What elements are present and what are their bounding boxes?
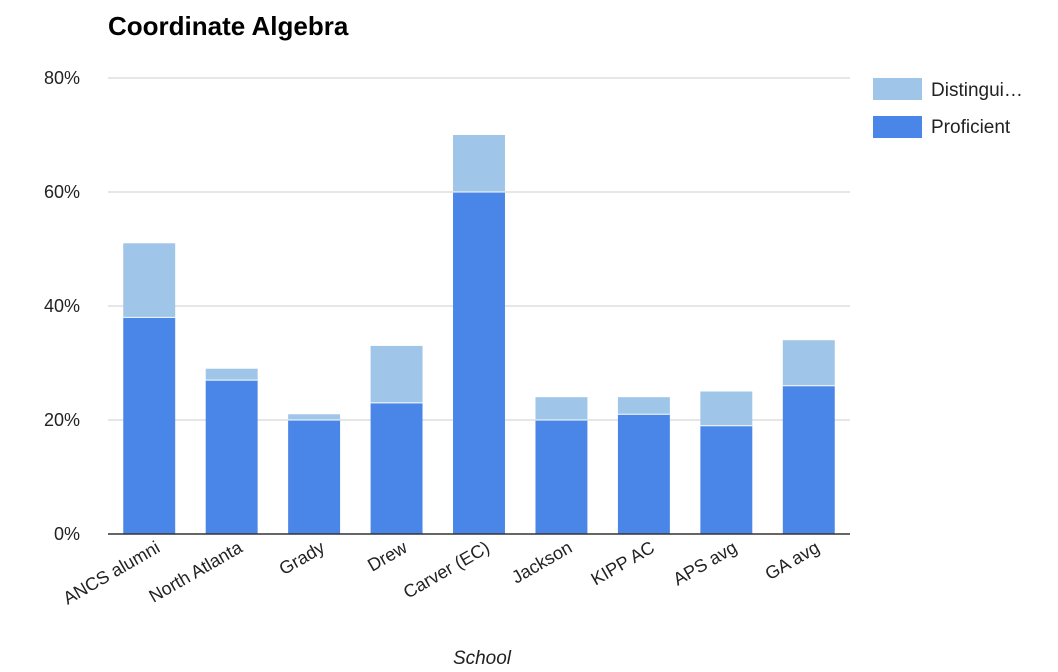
y-tick-label: 20%: [44, 410, 80, 430]
bar-proficient-grady: [288, 420, 341, 534]
x-tick-label: Jackson: [508, 537, 575, 587]
x-tick-label: ANCS alumni: [60, 537, 164, 608]
legend-label-distinguished: Distingui…: [931, 80, 1023, 101]
bar-proficient-carver-ec: [453, 192, 505, 534]
x-tick-label: Grady: [276, 537, 328, 579]
bar-distingui-aps-avg: [700, 391, 753, 426]
bar-proficient-north-atlanta: [205, 380, 258, 534]
bar-distingui-jackson: [535, 397, 588, 420]
bar-distingui-drew: [370, 345, 423, 403]
y-tick-label: 0%: [54, 524, 80, 544]
legend-swatch-proficient: [873, 116, 922, 138]
bar-distingui-ancs-alumni: [123, 243, 176, 318]
y-tick-label: 80%: [44, 68, 80, 88]
bar-distingui-carver-ec: [453, 135, 505, 192]
x-tick-label: GA avg: [762, 537, 823, 584]
chart-title: Coordinate Algebra: [108, 11, 349, 41]
bar-distingui-kipp-ac: [617, 397, 670, 415]
bars: [123, 135, 835, 534]
legend-item-distinguished: Distingui…: [873, 78, 1023, 101]
legend: Distingui… Proficient: [873, 78, 1023, 138]
y-axis-ticks: 0% 20% 40% 60% 80%: [44, 68, 80, 544]
bar-proficient-drew: [370, 402, 423, 534]
legend-item-proficient: Proficient: [873, 116, 1011, 138]
bar-distingui-grady: [288, 414, 341, 420]
x-tick-label: Carver (EC): [400, 537, 493, 602]
bar-proficient-kipp-ac: [617, 414, 670, 534]
y-tick-label: 40%: [44, 296, 80, 316]
bar-proficient-ancs-alumni: [123, 317, 176, 534]
legend-label-proficient: Proficient: [931, 117, 1011, 138]
x-tick-label: KIPP AC: [588, 537, 658, 589]
y-tick-label: 60%: [44, 182, 80, 202]
x-axis-title: School: [453, 648, 512, 669]
bar-proficient-jackson: [535, 420, 588, 534]
bar-distingui-north-atlanta: [205, 368, 258, 381]
bar-proficient-ga-avg: [782, 385, 835, 534]
bar-distingui-ga-avg: [782, 340, 835, 386]
legend-swatch-distinguished: [873, 78, 922, 100]
bar-proficient-aps-avg: [700, 425, 753, 534]
x-tick-label: Drew: [364, 537, 411, 576]
x-tick-label: APS avg: [670, 537, 741, 589]
x-tick-label: North Atlanta: [146, 537, 247, 607]
